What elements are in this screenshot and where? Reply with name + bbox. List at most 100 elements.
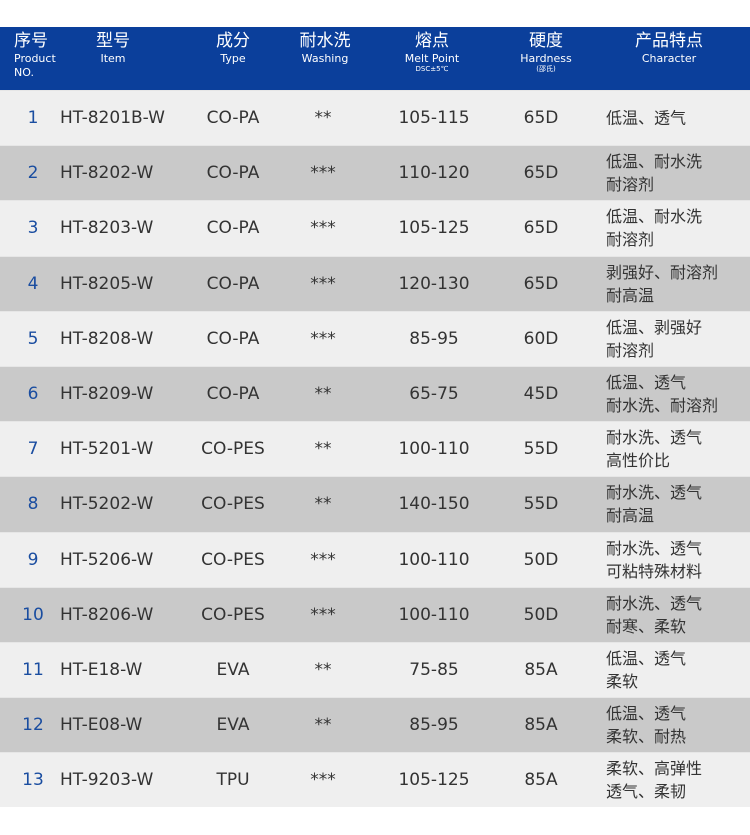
cell-melt: 140-150 <box>398 494 470 515</box>
cell-no: 2 <box>27 163 39 184</box>
table-row: 8 HT-5202-W CO-PES ** 140-150 55D 耐水洗、透气 耐高温 <box>0 476 750 532</box>
cell-hard: 65D <box>523 108 559 129</box>
header-en2: NO. <box>14 66 34 79</box>
table-row: 2 HT-8202-W CO-PA *** 110-120 65D 低温、耐水洗 耐溶剂 <box>0 145 750 201</box>
header-cn: 熔点 <box>415 31 449 51</box>
table-row: 7 HT-5201-W CO-PES ** 100-110 55D 耐水洗、透气 高性价比 <box>0 421 750 477</box>
cell-wash: ** <box>314 494 332 515</box>
header-type: 成分 Type <box>216 33 250 65</box>
cell-hard: 55D <box>523 494 559 515</box>
cell-item: HT-8208-W <box>60 328 154 349</box>
cell-melt: 120-130 <box>398 273 470 294</box>
header-no: 序号 Product NO. <box>14 31 56 79</box>
cell-type: CO-PA <box>206 273 260 294</box>
character-line: 低温、耐水洗 <box>606 207 703 227</box>
character-line: 柔软、高弹性 <box>606 759 703 779</box>
table-row: 3 HT-8203-W CO-PA *** 105-125 65D 低温、耐水洗 耐溶剂 <box>0 200 750 256</box>
cell-no: 3 <box>27 218 39 239</box>
character-line: 耐水洗、耐溶剂 <box>606 396 719 416</box>
header-sub: (邵氏) <box>536 65 556 73</box>
cell-item: HT-5206-W <box>60 549 154 570</box>
cell-wash: *** <box>310 218 336 239</box>
header-en: Hardness <box>520 52 572 65</box>
cell-type: CO-PA <box>206 218 260 239</box>
header-character: 产品特点 Character <box>635 33 703 65</box>
cell-hard: 45D <box>523 384 559 405</box>
cell-no: 8 <box>27 494 39 515</box>
cell-type: CO-PES <box>201 494 265 515</box>
character-line: 低温、透气 <box>606 108 687 128</box>
cell-wash: *** <box>310 163 336 184</box>
header-cn: 型号 <box>96 31 130 51</box>
cell-character: 耐水洗、透气 高性价比 <box>606 426 702 472</box>
character-line: 耐水洗、透气 <box>606 483 703 503</box>
cell-wash: ** <box>314 715 332 736</box>
table-row: 6 HT-8209-W CO-PA ** 65-75 45D 低温、透气 耐水洗、耐溶剂 <box>0 365 750 422</box>
header-item: 型号 Item <box>96 31 130 65</box>
cell-character: 低温、耐水洗 耐溶剂 <box>606 205 702 251</box>
cell-hard: 85A <box>524 770 558 791</box>
character-line: 耐高温 <box>606 285 655 305</box>
cell-type: CO-PA <box>206 108 260 129</box>
cell-type: CO-PA <box>206 163 260 184</box>
cell-melt: 100-110 <box>398 604 470 625</box>
product-table: 序号 Product NO. 型号 Item 成分 Type 耐水洗 Washing 熔点 Melt… <box>0 27 750 808</box>
cell-character: 低温、剥强好 耐溶剂 <box>606 316 702 362</box>
header-cn: 序号 <box>14 31 48 51</box>
cell-item: HT-8209-W <box>60 384 154 405</box>
table-row: 13 HT-9203-W TPU *** 105-125 85A 柔软、高弹性 透气、柔韧 <box>0 752 750 808</box>
cell-wash: *** <box>310 328 336 349</box>
cell-character: 低温、耐水洗 耐溶剂 <box>606 150 702 196</box>
cell-item: HT-8202-W <box>60 163 154 184</box>
cell-item: HT-8206-W <box>60 604 154 625</box>
character-line: 耐水洗、透气 <box>606 538 703 558</box>
cell-melt: 105-125 <box>398 770 470 791</box>
cell-melt: 85-95 <box>409 715 459 736</box>
cell-no: 6 <box>27 384 39 405</box>
cell-hard: 65D <box>523 218 559 239</box>
cell-type: EVA <box>216 659 250 680</box>
character-line: 低温、透气 <box>606 704 687 724</box>
cell-type: TPU <box>216 770 250 791</box>
header-sub: DSC±5℃ <box>415 65 449 73</box>
header-cn: 硬度 <box>529 31 563 51</box>
character-line: 耐溶剂 <box>606 340 655 360</box>
cell-melt: 105-125 <box>398 218 470 239</box>
header-en: Washing <box>301 52 349 65</box>
cell-wash: ** <box>314 659 332 680</box>
cell-item: HT-8203-W <box>60 218 154 239</box>
cell-item: HT-9203-W <box>60 770 154 791</box>
character-line: 低温、剥强好 <box>606 317 703 337</box>
cell-melt: 100-110 <box>398 439 470 460</box>
cell-hard: 60D <box>523 328 559 349</box>
table-row: 9 HT-5206-W CO-PES *** 100-110 50D 耐水洗、透气 可粘特殊材… <box>0 531 750 587</box>
character-line: 耐水洗、透气 <box>606 428 703 448</box>
cell-no: 13 <box>22 770 44 791</box>
cell-type: CO-PA <box>206 328 260 349</box>
character-line: 耐溶剂 <box>606 230 655 250</box>
cell-hard: 65D <box>523 273 559 294</box>
table-body: 1 HT-8201B-W CO-PA ** 105-115 65D 低温、透气 2 HT-820… <box>0 90 750 808</box>
table-row: 10 HT-8206-W CO-PES *** 100-110 50D 耐水洗、透气 耐寒、柔… <box>0 586 750 642</box>
character-line: 可粘特殊材料 <box>606 561 703 581</box>
character-line: 剥强好、耐溶剂 <box>606 262 719 282</box>
cell-character: 低温、透气 <box>606 107 686 130</box>
cell-wash: *** <box>310 549 336 570</box>
header-en: Product <box>14 52 56 65</box>
header-en: Character <box>641 52 697 65</box>
cell-hard: 50D <box>523 549 559 570</box>
cell-item: HT-5201-W <box>60 439 154 460</box>
cell-type: CO-PES <box>201 549 265 570</box>
cell-character: 耐水洗、透气 耐高温 <box>606 481 702 527</box>
table-row: 4 HT-8205-W CO-PA *** 120-130 65D 剥强好、耐溶剂 耐高温 <box>0 255 750 311</box>
cell-item: HT-5202-W <box>60 494 154 515</box>
cell-type: EVA <box>216 715 250 736</box>
cell-no: 12 <box>22 715 44 736</box>
cell-wash: ** <box>314 384 332 405</box>
table-row: 11 HT-E18-W EVA ** 75-85 85A 低温、透气 柔软 <box>0 641 750 698</box>
cell-hard: 65D <box>523 163 559 184</box>
cell-melt: 105-115 <box>398 108 470 129</box>
header-en: Type <box>220 52 246 65</box>
cell-hard: 85A <box>524 659 558 680</box>
cell-item: HT-8201B-W <box>60 108 165 129</box>
